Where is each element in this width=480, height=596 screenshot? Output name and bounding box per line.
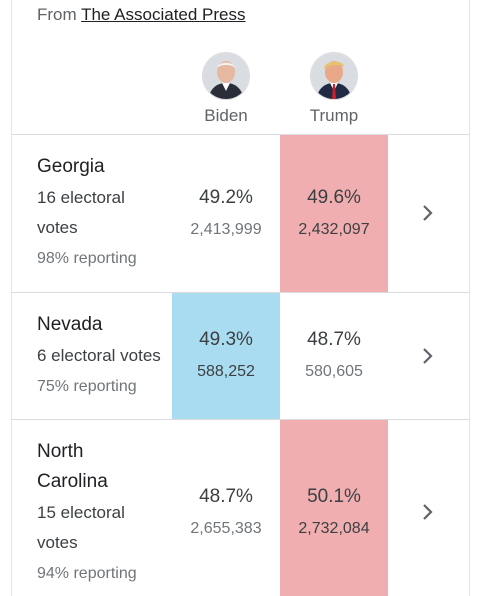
election-results-card: From The Associated Press Biden [11,0,470,596]
reporting-percent: 98% reporting [37,250,137,267]
trump-votes: 2,432,097 [298,221,370,238]
biden-percent: 49.2% [199,187,253,208]
biden-result: 49.2% 2,413,999 [172,135,280,292]
biden-avatar [202,52,250,100]
biden-result-leading: 49.3% 588,252 [172,293,280,419]
state-row-georgia[interactable]: Georgia 16 electoral votes 98% reporting… [12,134,469,292]
chevron-right-icon[interactable] [417,203,437,223]
trump-result-leading: 50.1% 2,732,084 [280,420,388,596]
electoral-votes-line1: 6 electoral votes [37,346,161,365]
state-name-line1: North [37,441,84,462]
electoral-votes-line1: 16 electoral [37,188,125,207]
electoral-votes-line1: 15 electoral [37,503,125,522]
source-attribution: From The Associated Press [37,5,246,25]
biden-result: 48.7% 2,655,383 [172,420,280,596]
candidate-name-trump: Trump [309,106,359,125]
source-link[interactable]: The Associated Press [81,5,246,24]
trump-votes: 580,605 [305,363,363,380]
biden-votes: 588,252 [197,363,255,380]
biden-votes: 2,413,999 [190,221,262,238]
reporting-percent: 75% reporting [37,378,137,395]
state-row-north-carolina[interactable]: North Carolina 15 electoral votes 94% re… [12,419,469,596]
trump-votes: 2,732,084 [298,520,370,537]
biden-percent: 48.7% [199,486,253,507]
state-name: Nevada [37,314,103,335]
trump-percent: 48.7% [307,329,361,350]
trump-result-leading: 49.6% 2,432,097 [280,135,388,292]
biden-votes: 2,655,383 [190,520,262,537]
source-prefix: From [37,5,77,24]
candidate-name-biden: Biden [204,106,248,125]
trump-result: 48.7% 580,605 [280,293,388,419]
reporting-percent: 94% reporting [37,565,137,582]
biden-percent: 49.3% [199,329,253,350]
state-name-line2: Carolina [37,471,108,492]
chevron-right-icon[interactable] [417,346,437,366]
trump-percent: 50.1% [307,486,361,507]
candidate-header-trump: Trump [280,52,388,126]
electoral-votes-line2: votes [37,218,78,237]
state-row-nevada[interactable]: Nevada 6 electoral votes 75% reporting 4… [12,292,469,419]
state-name: Georgia [37,156,105,177]
trump-avatar [310,52,358,100]
trump-percent: 49.6% [307,187,361,208]
chevron-right-icon[interactable] [417,502,437,522]
electoral-votes-line2: votes [37,533,78,552]
candidate-header-biden: Biden [172,52,280,126]
